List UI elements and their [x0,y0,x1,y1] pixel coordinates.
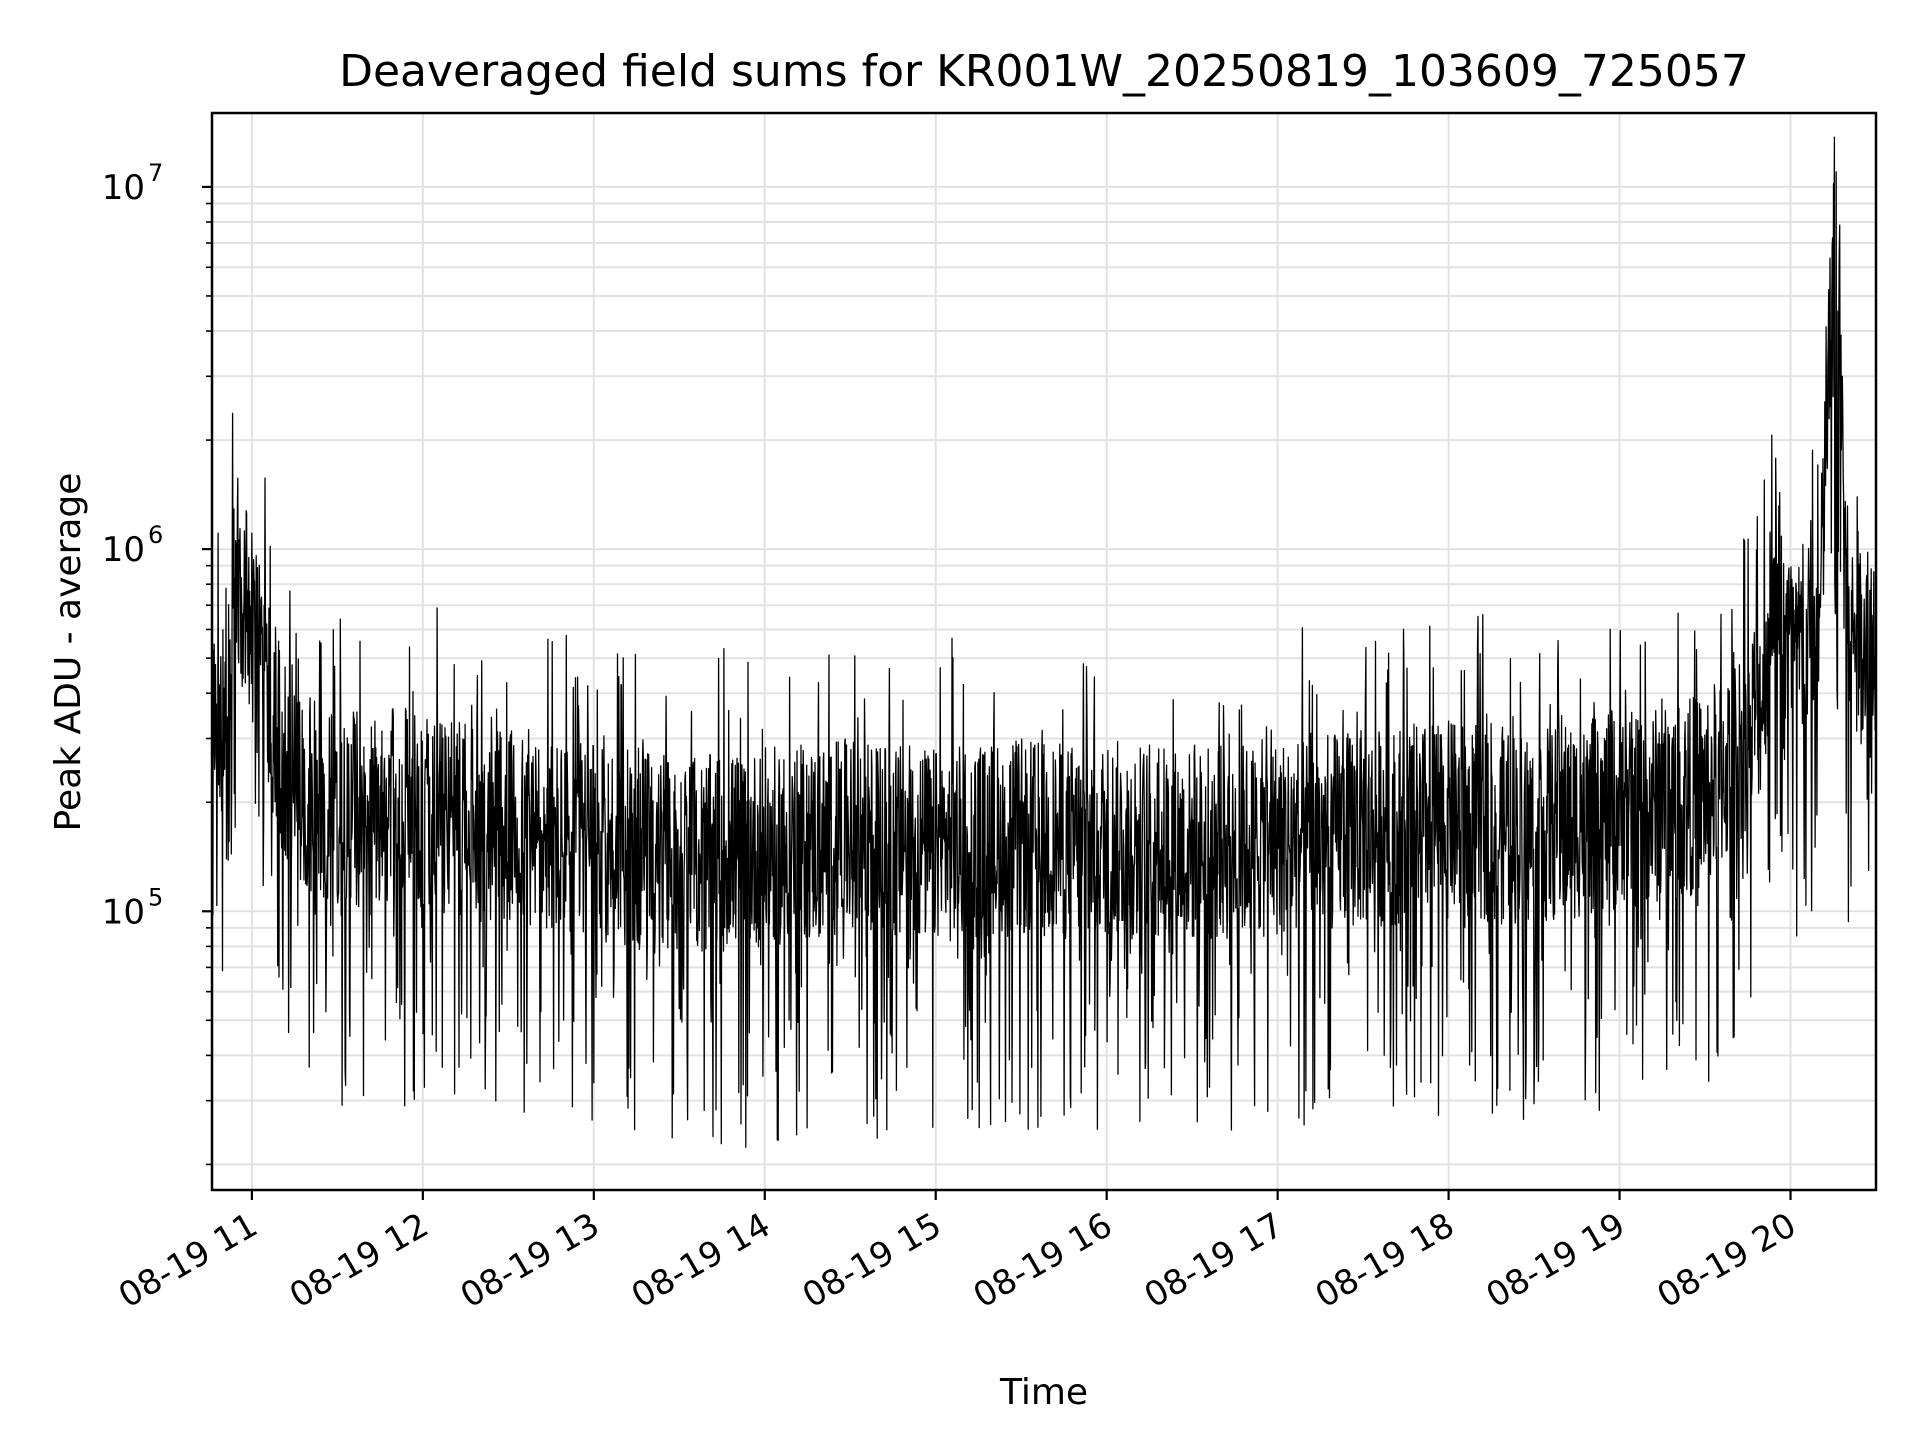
y-tick-exponent: 6 [148,521,163,549]
chart-title: Deaveraged field sums for KR001W_2025081… [339,46,1749,97]
y-tick-exponent: 5 [148,883,163,911]
y-tick-exponent: 7 [148,159,163,187]
series-line [211,136,1877,1148]
y-axis-label: Peak ADU - average [48,473,89,832]
y-tick-label: 10 [102,892,145,932]
plot-frame [210,111,1878,1192]
series-layer [211,136,1877,1148]
y-tick-label: 10 [102,168,145,208]
x-axis-label: Time [999,1372,1088,1413]
y-tick-label: 10 [102,530,145,570]
